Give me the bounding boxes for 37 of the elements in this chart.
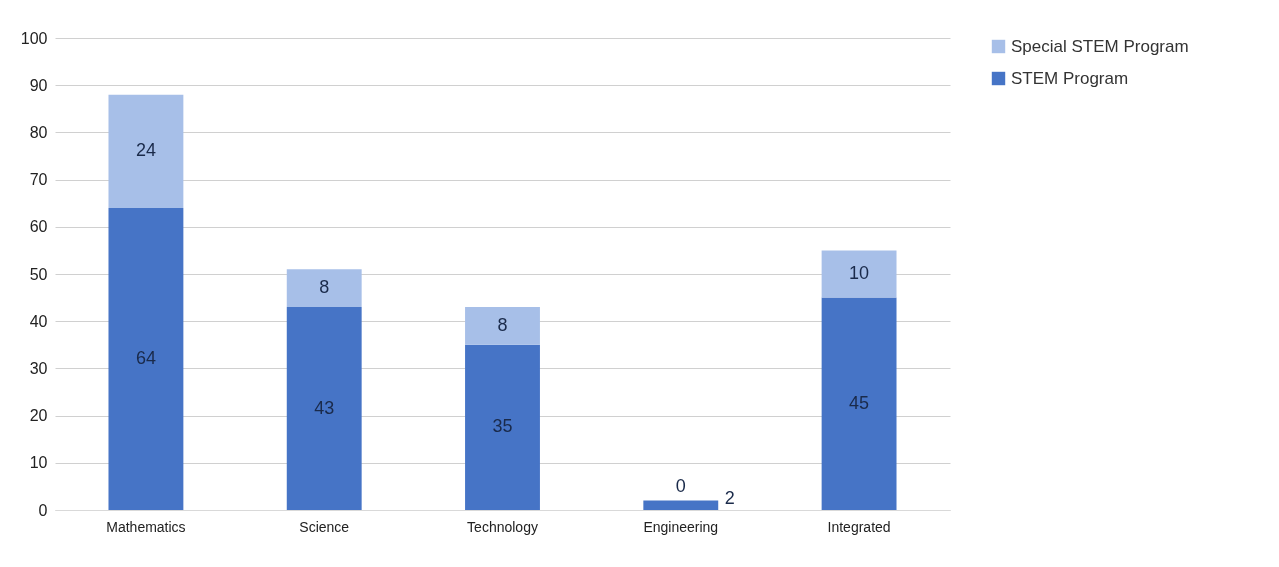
x-tick-label: Science <box>299 518 350 535</box>
legend-label: Special STEM Program <box>1011 36 1189 56</box>
data-label: 8 <box>319 277 330 298</box>
legend-label: STEM Program <box>1011 68 1129 88</box>
y-tick-label: 10 <box>29 454 48 472</box>
y-tick-label: 40 <box>29 312 48 330</box>
y-tick-label: 20 <box>29 407 48 425</box>
bar <box>465 344 540 510</box>
data-label: 0 <box>675 475 686 496</box>
x-tick-label: Mathematics <box>106 518 186 535</box>
bar <box>286 269 362 308</box>
bar <box>821 297 897 510</box>
data-label: 45 <box>849 392 870 413</box>
y-tick-label: 80 <box>29 123 48 141</box>
bar <box>108 94 184 208</box>
y-tick-label: 70 <box>29 171 48 189</box>
y-tick-label: 30 <box>29 359 48 377</box>
x-tick-label: Technology <box>467 518 538 535</box>
data-label: 2 <box>724 488 735 509</box>
bar <box>286 307 362 510</box>
y-tick-label: 50 <box>29 265 48 283</box>
bar <box>108 207 184 510</box>
bar <box>643 500 719 510</box>
bar <box>821 250 897 298</box>
data-label: 64 <box>135 347 156 368</box>
y-tick-label: 100 <box>20 29 48 47</box>
data-label: 8 <box>497 314 508 335</box>
x-tick-label: Integrated <box>827 518 891 535</box>
x-tick-label: Engineering <box>643 518 719 535</box>
bar <box>465 307 540 345</box>
data-label: 24 <box>135 140 156 161</box>
data-label: 43 <box>314 397 335 418</box>
y-tick-label: 90 <box>29 76 48 94</box>
y-tick-label: 60 <box>29 218 48 236</box>
data-label: 10 <box>849 263 870 283</box>
y-tick-label: 0 <box>38 501 48 519</box>
data-label: 35 <box>492 416 513 437</box>
